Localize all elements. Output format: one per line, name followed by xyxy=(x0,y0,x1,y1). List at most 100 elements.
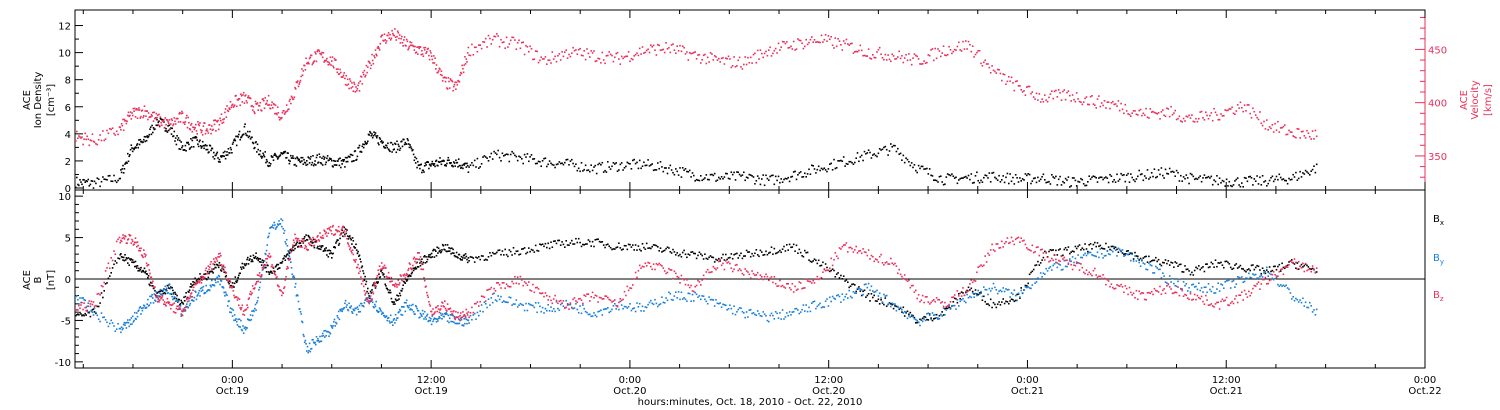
data-point-blue xyxy=(89,305,92,308)
data-point-blue xyxy=(1118,248,1121,251)
data-point-blue xyxy=(708,296,710,298)
data-point-black xyxy=(192,283,195,286)
data-point-red xyxy=(192,126,195,129)
data-point-red xyxy=(862,54,864,57)
data-point-blue xyxy=(113,325,115,327)
data-point-black xyxy=(960,177,963,179)
data-point-blue xyxy=(1205,286,1207,288)
data-point-black xyxy=(1186,268,1189,270)
data-point-red xyxy=(217,119,219,122)
data-point-red xyxy=(1037,99,1039,101)
data-point-black xyxy=(247,256,249,259)
data-point-black xyxy=(151,124,153,127)
data-point-red xyxy=(877,48,880,51)
data-point-red xyxy=(403,39,405,41)
data-point-red xyxy=(165,301,168,304)
data-point-blue xyxy=(324,336,326,338)
data-point-red xyxy=(720,57,723,60)
data-point-black xyxy=(156,118,158,121)
data-point-blue xyxy=(1289,292,1292,294)
data-point-black xyxy=(942,183,945,186)
data-point-black xyxy=(749,174,752,176)
data-point-red xyxy=(938,50,941,52)
data-point-blue xyxy=(294,282,297,285)
top-panel-frame xyxy=(74,9,1426,191)
data-point-red xyxy=(93,141,96,143)
data-point-black xyxy=(620,162,623,164)
data-point-black xyxy=(1166,172,1168,175)
data-point-red xyxy=(421,53,424,55)
data-point-black xyxy=(410,146,412,148)
data-point-black xyxy=(491,158,494,160)
data-point-red xyxy=(291,96,293,99)
data-point-black xyxy=(450,252,452,255)
data-point-blue xyxy=(589,313,591,316)
data-point-red xyxy=(1014,80,1017,83)
data-point-blue xyxy=(195,291,197,293)
data-point-blue xyxy=(801,308,803,311)
data-point-red xyxy=(1124,103,1127,106)
data-point-black xyxy=(107,277,110,280)
data-point-blue xyxy=(1217,282,1219,284)
data-point-black xyxy=(140,271,143,273)
data-point-black xyxy=(398,298,400,300)
data-point-black xyxy=(747,251,749,253)
data-point-red xyxy=(924,62,927,64)
data-point-blue xyxy=(1014,294,1017,297)
data-point-blue xyxy=(508,296,511,298)
data-point-black xyxy=(97,305,100,308)
data-point-black xyxy=(226,154,229,156)
data-point-black xyxy=(314,160,316,162)
data-point-black xyxy=(612,248,615,250)
data-point-blue xyxy=(360,302,363,305)
data-point-red xyxy=(472,54,475,56)
data-point-black xyxy=(404,282,407,284)
data-point-blue xyxy=(135,318,137,320)
data-point-black xyxy=(301,160,303,162)
data-point-black xyxy=(944,307,946,310)
data-point-red xyxy=(1088,103,1090,106)
data-point-blue xyxy=(286,245,289,247)
data-point-black xyxy=(131,150,134,153)
data-point-black xyxy=(726,258,728,261)
data-point-black xyxy=(744,255,746,257)
data-point-blue xyxy=(1259,275,1261,278)
data-point-red xyxy=(523,53,526,56)
data-point-blue xyxy=(576,308,579,311)
data-point-black xyxy=(973,181,975,184)
data-point-black xyxy=(146,273,148,275)
data-point-black xyxy=(727,257,730,259)
data-point-blue xyxy=(394,313,397,316)
data-point-black xyxy=(675,254,677,256)
data-point-red xyxy=(138,247,141,250)
data-point-black xyxy=(804,249,806,252)
data-point-red xyxy=(1142,112,1145,115)
data-point-black xyxy=(456,161,459,164)
data-point-black xyxy=(1150,260,1153,262)
data-point-black xyxy=(802,255,805,258)
data-point-black xyxy=(1146,169,1149,171)
data-point-red xyxy=(841,49,844,51)
data-point-blue xyxy=(1100,253,1103,255)
data-point-blue xyxy=(345,306,348,308)
data-point-black xyxy=(579,241,581,244)
data-point-red xyxy=(1035,92,1038,95)
data-point-red xyxy=(1299,137,1301,139)
data-point-black xyxy=(1248,268,1250,270)
data-point-black xyxy=(988,304,991,307)
data-point-blue xyxy=(163,288,166,291)
data-point-black xyxy=(1241,267,1243,270)
data-point-red xyxy=(102,130,104,132)
data-point-black xyxy=(1207,175,1210,178)
data-point-black xyxy=(265,271,268,273)
data-point-blue xyxy=(244,328,247,331)
data-point-blue xyxy=(346,304,348,306)
data-point-black xyxy=(640,250,642,252)
data-point-blue xyxy=(480,304,483,306)
data-point-blue xyxy=(1300,301,1303,304)
data-point-red xyxy=(536,50,538,53)
data-point-blue xyxy=(333,318,336,321)
data-point-black xyxy=(895,150,898,153)
data-point-red xyxy=(325,59,327,62)
data-point-blue xyxy=(713,305,716,307)
